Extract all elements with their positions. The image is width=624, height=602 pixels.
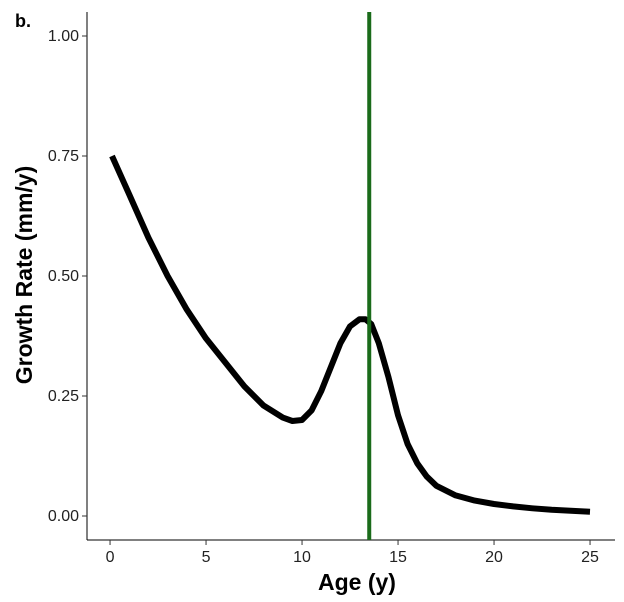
x-axis-title: Age (y) bbox=[318, 569, 396, 595]
x-tick-label: 5 bbox=[202, 549, 211, 566]
y-tick-label: 0.00 bbox=[48, 508, 79, 525]
axes: 0.00 0.25 0.50 0.75 1.00 0 5 10 15 20 25 bbox=[48, 12, 615, 566]
x-tick-label: 10 bbox=[293, 549, 311, 566]
y-tick-label: 1.00 bbox=[48, 28, 79, 45]
y-axis-title: Growth Rate (mm/y) bbox=[11, 166, 37, 385]
y-tick-label: 0.50 bbox=[48, 268, 79, 285]
x-tick-label: 15 bbox=[389, 549, 407, 566]
x-tick-label: 0 bbox=[106, 549, 115, 566]
x-tick-label: 20 bbox=[485, 549, 503, 566]
growth-curve bbox=[109, 154, 591, 515]
panel-label: b. bbox=[15, 11, 31, 31]
x-tick-label: 25 bbox=[581, 549, 599, 566]
y-tick-label: 0.25 bbox=[48, 388, 79, 405]
plot-marks bbox=[109, 12, 591, 540]
y-tick-label: 0.75 bbox=[48, 148, 79, 165]
